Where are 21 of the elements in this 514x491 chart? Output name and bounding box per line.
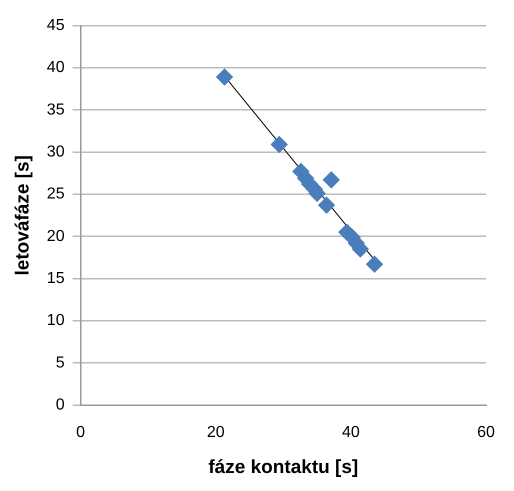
y-tick-label: 30 [46, 143, 65, 160]
y-tick-label: 40 [46, 59, 65, 76]
y-tick-label: 15 [46, 270, 65, 287]
y-tick-label: 5 [56, 354, 65, 372]
point [270, 136, 288, 153]
x-tick-label: 0 [76, 424, 86, 442]
point [318, 196, 336, 214]
x-tick-label: 20 [206, 424, 225, 442]
y-tick-label: 20 [46, 228, 65, 245]
y-tick-label: 10 [46, 312, 65, 330]
point [216, 68, 234, 86]
y-tick-label: 45 [46, 17, 65, 34]
y-tick-label: 0 [56, 396, 65, 414]
y-tick-label: 35 [46, 101, 65, 118]
y-tick-label: 25 [46, 186, 65, 203]
x-tick-label: 40 [342, 424, 360, 442]
point [322, 171, 340, 188]
x-tick-label: 60 [477, 424, 495, 442]
point [366, 256, 384, 273]
y-axis-title: letováfáze [s] [12, 155, 34, 276]
x-axis-title: fáze kontaktu [s] [208, 456, 358, 478]
